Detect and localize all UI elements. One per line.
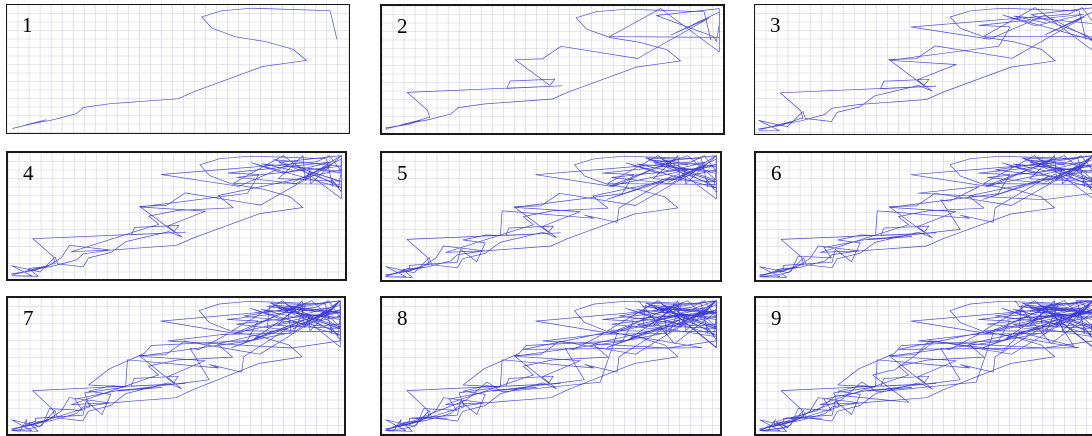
panel-6-label: 6 bbox=[771, 161, 782, 185]
chart-panel-7: 7 bbox=[6, 296, 346, 436]
trajectory-line-2 bbox=[758, 7, 1092, 131]
trajectory-line-8 bbox=[386, 300, 717, 431]
chart-panel-9: 9 bbox=[754, 296, 1092, 436]
trajectory-line-1 bbox=[13, 155, 334, 275]
grid-lines bbox=[382, 6, 723, 133]
chart-panel-3: 3 bbox=[754, 4, 1092, 135]
grid-lines bbox=[756, 153, 1092, 280]
trajectory-line-5 bbox=[759, 300, 1092, 432]
panel-1-plot bbox=[7, 5, 349, 133]
panel-5-label: 5 bbox=[397, 161, 408, 185]
trajectory-line-3 bbox=[758, 7, 1092, 132]
panel-4-label: 4 bbox=[23, 161, 34, 185]
grid-lines bbox=[8, 298, 344, 434]
panel-2-label: 2 bbox=[397, 14, 408, 38]
chart-panel-5: 5 bbox=[380, 151, 722, 282]
trajectory-line-6 bbox=[12, 300, 341, 432]
panel-grid: 1 2 3 4 5 6 7 8 9 bbox=[6, 4, 1092, 436]
panel-9-plot bbox=[756, 298, 1092, 434]
grid-lines bbox=[8, 153, 345, 279]
trajectory-line-3 bbox=[11, 155, 342, 277]
panel-1-label: 1 bbox=[22, 13, 33, 37]
trajectory-line-1 bbox=[761, 155, 1086, 276]
trajectory-line-5 bbox=[385, 155, 717, 278]
trajectory-line-2 bbox=[385, 8, 720, 130]
trajectory-line-7 bbox=[760, 302, 1092, 432]
chart-panel-2: 2 bbox=[380, 4, 725, 135]
panel-5-plot bbox=[382, 153, 720, 280]
panel-7-plot bbox=[8, 298, 344, 434]
panel-8-plot bbox=[382, 298, 720, 434]
grid-lines bbox=[7, 5, 349, 133]
panel-9-label: 9 bbox=[771, 306, 782, 330]
trajectory-line-1 bbox=[387, 155, 709, 276]
panel-3-label: 3 bbox=[770, 13, 781, 37]
trajectory-line-5 bbox=[385, 300, 717, 432]
panel-8-label: 8 bbox=[397, 306, 408, 330]
trajectory-line-7 bbox=[12, 302, 341, 432]
trajectory-line-1 bbox=[13, 300, 333, 430]
chart-panel-6: 6 bbox=[754, 151, 1092, 282]
trajectory-line-7 bbox=[386, 302, 717, 432]
chart-panel-4: 4 bbox=[6, 151, 347, 281]
trajectory-line-1 bbox=[760, 7, 1087, 130]
grid-lines bbox=[382, 153, 720, 280]
trajectory-line-6 bbox=[760, 155, 1092, 278]
panel-6-plot bbox=[756, 153, 1092, 280]
trajectory-line-9 bbox=[760, 300, 1092, 432]
trajectory-line-4 bbox=[386, 155, 717, 278]
trajectory-line-4 bbox=[12, 155, 342, 277]
trajectory-line-1 bbox=[387, 8, 712, 129]
panel-4-plot bbox=[8, 153, 345, 279]
panel-7-label: 7 bbox=[23, 306, 34, 330]
grid-lines bbox=[382, 298, 720, 434]
panel-3-plot bbox=[755, 5, 1092, 134]
chart-panel-8: 8 bbox=[380, 296, 722, 436]
trajectory-line-1 bbox=[12, 7, 338, 129]
chart-panel-1: 1 bbox=[6, 4, 350, 134]
panel-2-plot bbox=[382, 6, 723, 133]
grid-lines bbox=[755, 5, 1092, 134]
trajectory-line-5 bbox=[11, 300, 341, 432]
trajectory-line-5 bbox=[759, 155, 1092, 278]
